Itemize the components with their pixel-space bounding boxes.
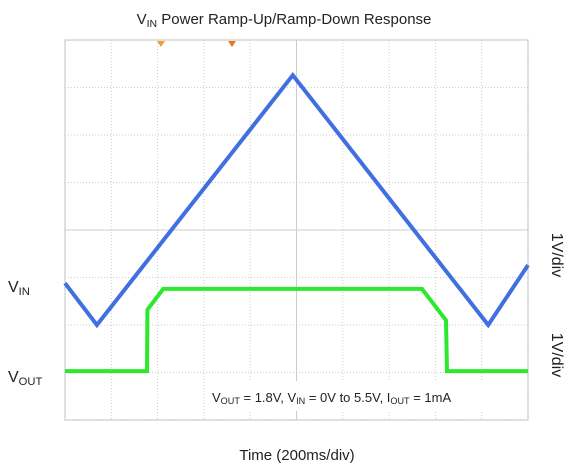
scale-label: 1V/div — [548, 333, 565, 377]
subscript: OUT — [221, 396, 241, 406]
text-part: Power Ramp-Up/Ramp-Down Response — [157, 11, 431, 28]
chart-title: VIN Power Ramp-Up/Ramp-Down Response — [137, 11, 432, 30]
annotation-box — [205, 381, 526, 411]
subscript: IN — [19, 286, 30, 298]
text-part: V — [137, 11, 147, 28]
text-part: V — [8, 369, 19, 386]
subscript: OUT — [19, 376, 43, 388]
subscript: IN — [147, 18, 158, 30]
annotation: VOUT = 1.8V, VIN = 0V to 5.5V, IOUT = 1m… — [212, 390, 451, 406]
subscript: OUT — [390, 396, 410, 406]
trace-label: VIN — [8, 279, 30, 298]
trigger-marker — [157, 41, 165, 47]
trace — [63, 71, 530, 329]
text-part: = 1mA — [410, 390, 452, 405]
trace — [65, 286, 528, 374]
text-part: V — [8, 279, 19, 296]
trigger-marker — [228, 41, 236, 47]
text-part: = 0V to 5.5V, I — [305, 390, 390, 405]
subscript: IN — [296, 396, 305, 406]
scale-label: 1V/div — [548, 233, 565, 277]
x-axis-label: Time (200ms/div) — [239, 447, 354, 464]
trace-label: VOUT — [8, 369, 42, 388]
text-part: V — [212, 390, 221, 405]
text-part: = 1.8V, V — [240, 390, 297, 405]
